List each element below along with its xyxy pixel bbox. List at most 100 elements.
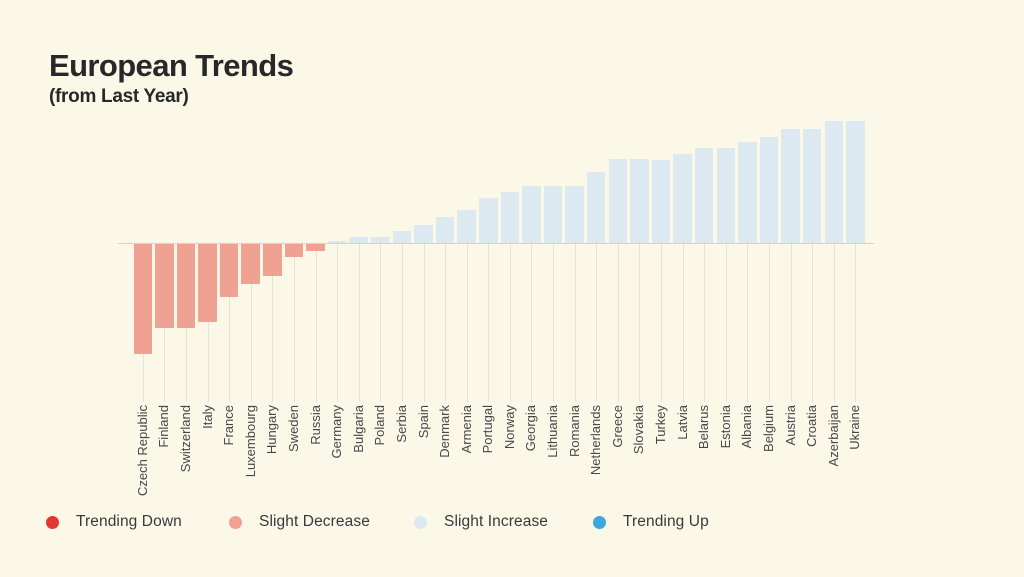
gridline bbox=[769, 244, 771, 402]
axis-label: Romania bbox=[566, 405, 582, 458]
bar-column: Spain bbox=[413, 110, 435, 490]
gridline bbox=[661, 244, 663, 402]
bar-column: Switzerland bbox=[175, 110, 197, 490]
page-title: European Trends bbox=[49, 48, 294, 83]
bar bbox=[392, 231, 412, 243]
bar bbox=[543, 186, 563, 243]
bar-column: Belgium bbox=[758, 110, 780, 490]
gridline bbox=[250, 244, 252, 402]
bar-column: Lithuania bbox=[542, 110, 564, 490]
gridline bbox=[423, 244, 425, 402]
bar bbox=[284, 244, 304, 257]
axis-label: Azerbaijan bbox=[825, 405, 841, 467]
axis-label: Finland bbox=[156, 405, 172, 448]
gridline bbox=[401, 244, 403, 402]
axis-label: Hungary bbox=[264, 405, 280, 455]
gridline bbox=[747, 244, 749, 402]
bar-chart: Czech Republic Finland Switzerland Italy… bbox=[118, 110, 874, 496]
axis-label: Turkey bbox=[653, 405, 669, 445]
gridline bbox=[639, 244, 641, 402]
bar bbox=[651, 160, 671, 243]
gridline bbox=[337, 244, 339, 402]
axis-label: Switzerland bbox=[177, 405, 193, 473]
bar-column: Turkey bbox=[650, 110, 672, 490]
bar bbox=[846, 121, 865, 243]
axis-label: Portugal bbox=[480, 405, 496, 454]
bar bbox=[608, 159, 628, 243]
gridline bbox=[488, 244, 490, 402]
gridline bbox=[293, 244, 295, 402]
bar bbox=[349, 237, 368, 243]
axis-label: Poland bbox=[372, 405, 388, 446]
bar-column: Denmark bbox=[434, 110, 456, 490]
axis-label: Albania bbox=[739, 405, 755, 449]
legend-item-trending-up: Trending Up bbox=[593, 507, 709, 537]
axis-label: Belgium bbox=[761, 405, 777, 452]
axis-label: Croatia bbox=[804, 405, 820, 447]
axis-label: Netherlands bbox=[588, 405, 604, 476]
gridline bbox=[725, 244, 727, 402]
page-subtitle: (from Last Year) bbox=[49, 85, 189, 107]
bar bbox=[371, 237, 390, 243]
axis-label: Spain bbox=[415, 405, 431, 439]
axis-label: Sweden bbox=[285, 405, 301, 452]
bar bbox=[802, 129, 822, 243]
gridline bbox=[596, 244, 598, 402]
gridline bbox=[553, 244, 555, 402]
zero-baseline bbox=[118, 243, 874, 244]
bar-column: Slovakia bbox=[629, 110, 651, 490]
axis-label: Bulgaria bbox=[350, 405, 366, 453]
bar bbox=[198, 244, 217, 322]
bar bbox=[694, 148, 714, 243]
axis-label: Czech Republic bbox=[134, 405, 150, 497]
bar bbox=[414, 225, 433, 243]
bar bbox=[435, 217, 455, 243]
bar bbox=[457, 210, 476, 243]
bar-column: Albania bbox=[737, 110, 759, 490]
axis-label: Austria bbox=[782, 405, 798, 446]
axis-label: Estonia bbox=[717, 405, 733, 449]
bar-column: Serbia bbox=[391, 110, 413, 490]
bar-column: France bbox=[218, 110, 240, 490]
trending-down-dot-icon bbox=[46, 515, 59, 529]
legend-label: Trending Up bbox=[623, 513, 709, 530]
legend-label: Slight Increase bbox=[444, 513, 549, 530]
bar-column: Portugal bbox=[478, 110, 500, 490]
gridline bbox=[358, 244, 360, 402]
gridline bbox=[380, 244, 382, 402]
bar bbox=[176, 244, 196, 328]
legend: Trending Down Slight Decrease Slight Inc… bbox=[0, 507, 1024, 537]
bar-column: Croatia bbox=[801, 110, 823, 490]
legend-item-slight-decrease: Slight Decrease bbox=[229, 507, 370, 537]
axis-label: France bbox=[221, 405, 237, 446]
axis-label: Armenia bbox=[458, 405, 474, 454]
bar-column: Greece bbox=[607, 110, 629, 490]
gridline bbox=[272, 244, 274, 402]
bar bbox=[327, 241, 347, 243]
bar-column: Poland bbox=[370, 110, 392, 490]
bar bbox=[522, 186, 541, 243]
bar-column: Romania bbox=[564, 110, 586, 490]
bar bbox=[824, 121, 843, 243]
bar-column: Austria bbox=[780, 110, 802, 490]
slight-decrease-dot-icon bbox=[229, 515, 242, 529]
bar-column: Sweden bbox=[283, 110, 305, 490]
bar-column: Czech Republic bbox=[132, 110, 154, 496]
gridline bbox=[704, 244, 706, 402]
slight-increase-dot-icon bbox=[414, 515, 427, 529]
bar-column: Azerbaijan bbox=[823, 110, 845, 490]
axis-label: Lithuania bbox=[545, 405, 561, 458]
gridline bbox=[574, 244, 576, 402]
bar-columns: Czech Republic Finland Switzerland Italy… bbox=[132, 110, 866, 496]
gridline bbox=[531, 244, 533, 402]
axis-label: Luxembourg bbox=[242, 405, 258, 478]
axis-label: Denmark bbox=[437, 405, 453, 458]
bar bbox=[565, 186, 584, 243]
gridline bbox=[509, 244, 511, 402]
bar bbox=[241, 244, 260, 284]
gridline bbox=[445, 244, 447, 402]
bar-column: Bulgaria bbox=[348, 110, 370, 490]
bar-column: Latvia bbox=[672, 110, 694, 490]
gridline bbox=[682, 244, 684, 402]
bar bbox=[759, 137, 779, 243]
